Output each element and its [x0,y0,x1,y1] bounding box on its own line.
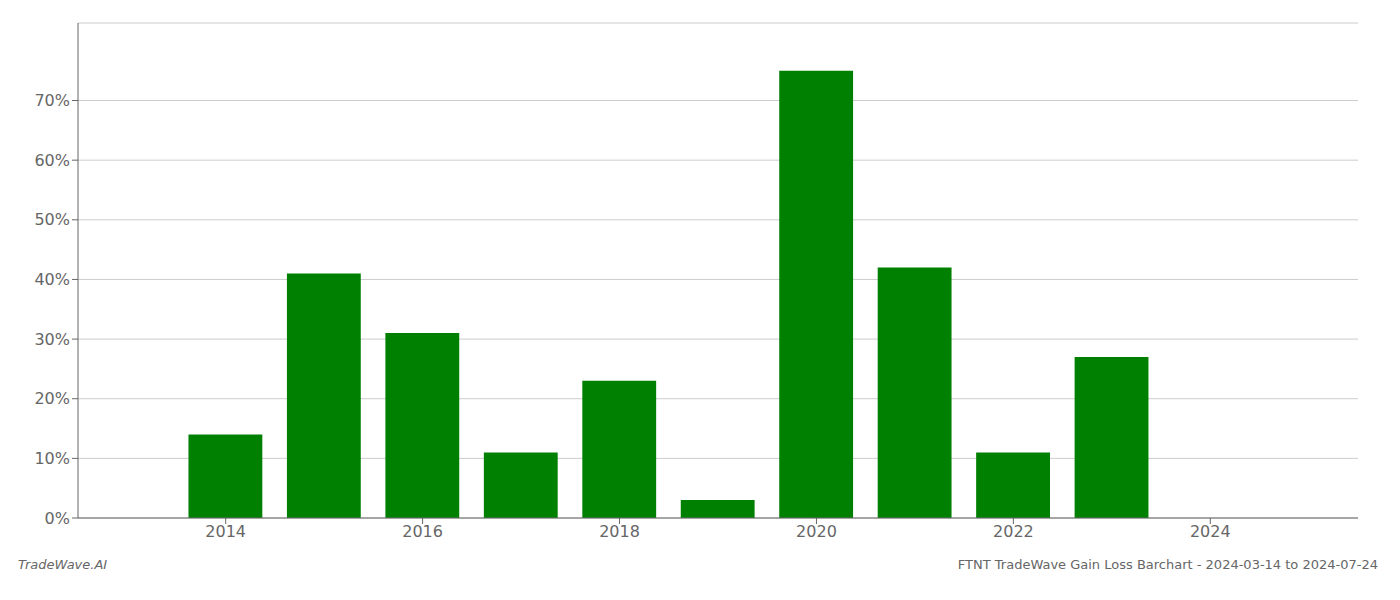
svg-text:70%: 70% [34,91,70,110]
svg-text:20%: 20% [34,389,70,408]
svg-text:2022: 2022 [993,522,1034,541]
svg-text:2020: 2020 [796,522,837,541]
svg-text:30%: 30% [34,330,70,349]
svg-text:2024: 2024 [1190,522,1231,541]
svg-text:60%: 60% [34,151,70,170]
svg-text:10%: 10% [34,449,70,468]
svg-text:2014: 2014 [205,522,246,541]
svg-text:2018: 2018 [599,522,640,541]
html-text:TradeWave.AI: TradeWave.AI [18,557,108,572]
svg-text:50%: 50% [34,210,70,229]
svg-text:0%: 0% [45,509,70,528]
svg-text:40%: 40% [34,270,70,289]
svg-text:2016: 2016 [402,522,443,541]
html-text:FTNT TradeWave Gain Loss Barch: FTNT TradeWave Gain Loss Barchart - 2024… [957,557,1378,572]
